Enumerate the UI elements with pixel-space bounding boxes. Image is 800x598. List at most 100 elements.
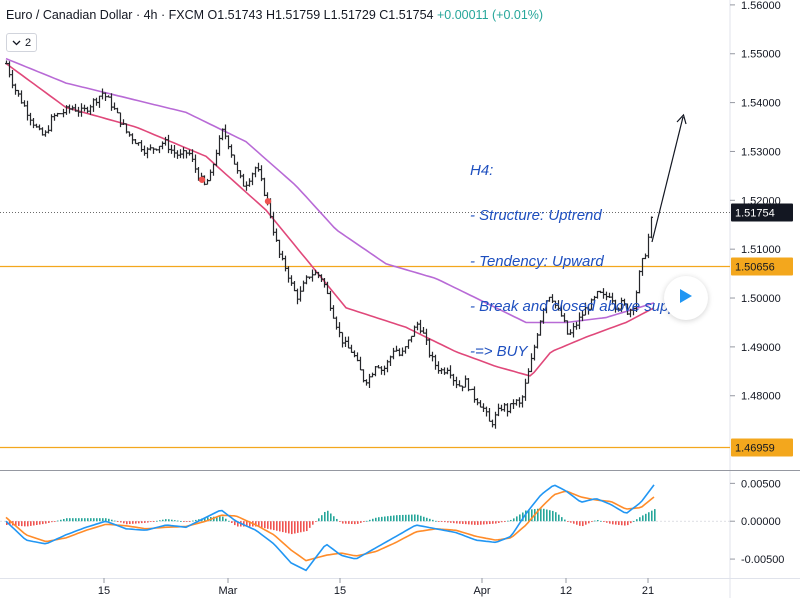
ohlc-bar (161, 141, 164, 150)
ohlc-bar (80, 103, 83, 117)
ohlc-bar (20, 90, 23, 104)
histogram-bar (648, 512, 650, 522)
ohlc-bar (521, 395, 524, 408)
x-tick-label: Apr (473, 585, 490, 597)
histogram-bar (357, 521, 359, 524)
histogram-bar (66, 518, 68, 522)
histogram-bar (21, 521, 23, 527)
histogram-bar (345, 521, 347, 524)
ohlc-bar (290, 275, 293, 286)
ohlc-bar (323, 278, 326, 288)
ohlc-bar (626, 303, 629, 315)
timeframe[interactable]: 4h (143, 8, 158, 22)
ohlc-bar (371, 372, 374, 378)
ohlc-bar (548, 296, 551, 302)
y-tick-label: 1.48000 (741, 391, 781, 403)
indicators-toggle-button[interactable]: 2 (6, 33, 38, 52)
histogram-bar (438, 521, 440, 523)
ohlc-bar (311, 269, 314, 282)
ohlc-bar (299, 286, 302, 302)
replay-play-button[interactable] (664, 276, 708, 320)
symbol-name[interactable]: Euro / Canadian Dollar (6, 8, 133, 22)
histogram-bar (300, 521, 302, 533)
ohlc-bar (293, 281, 296, 292)
ohlc-bar (590, 298, 593, 310)
histogram-bar (441, 521, 443, 523)
ohlc-bar (83, 104, 86, 112)
ohlc-bar (77, 106, 80, 117)
histogram-bar (309, 521, 311, 528)
histogram-bar (375, 517, 377, 522)
histogram-bar (6, 521, 8, 525)
ohlc-bar (35, 123, 38, 128)
ohlc-bar (575, 321, 578, 330)
histogram-bar (471, 521, 473, 525)
data-source: FXCM (168, 8, 205, 22)
ohlc-bar (545, 300, 548, 314)
last-price-tag (731, 203, 793, 222)
ohlc-bar (407, 339, 410, 349)
histogram-bar (468, 521, 470, 525)
ohlc-bar (563, 313, 566, 323)
histogram-bar (273, 521, 275, 531)
histogram-bar (630, 521, 632, 524)
y-tick-label: 1.53000 (741, 146, 781, 158)
ohlc-bar (374, 366, 377, 377)
histogram-bar (450, 521, 452, 523)
ohlc-bar (467, 378, 470, 392)
histogram-bar (420, 515, 422, 522)
y-tick-label: 1.50000 (741, 293, 781, 305)
ohlc-bar (146, 147, 149, 159)
histogram-bar (144, 521, 146, 523)
ohlc-bar (167, 134, 170, 154)
histogram-bar (327, 510, 329, 522)
ohlc-bar (158, 145, 161, 154)
ohlc-bar (263, 177, 266, 197)
histogram-bar (180, 521, 182, 522)
histogram-bar (312, 521, 314, 525)
histogram-bar (249, 521, 251, 527)
ohlc-bar (425, 328, 428, 345)
histogram-bar (282, 521, 284, 533)
ohlc-bar (581, 310, 584, 322)
histogram-bar (642, 515, 644, 522)
histogram-bar (456, 521, 458, 524)
histogram-bar (294, 521, 296, 534)
ohlc-bar (332, 305, 335, 319)
ohlc-bar (533, 344, 536, 361)
ohlc-bar (116, 107, 119, 114)
ohlc-bar (206, 178, 209, 185)
ohlc-bar (86, 106, 89, 114)
ohlc-bar (74, 103, 77, 112)
ohlc-bar (143, 145, 146, 156)
histogram-bar (141, 521, 143, 524)
ohlc-bar (392, 347, 395, 360)
histogram-bar (219, 516, 221, 522)
ohlc-bar (476, 398, 479, 406)
histogram-bar (615, 521, 617, 525)
ohlc-bar (512, 399, 515, 409)
ohlc-bar (233, 154, 236, 165)
trade-annotation: H4: - Structure: Uptrend - Tendency: Upw… (470, 133, 735, 374)
histogram-bar (171, 519, 173, 522)
ohlc-bar (377, 365, 380, 369)
ohlc-bar (647, 233, 650, 259)
ohlc-bar (155, 148, 158, 151)
histogram-bar (486, 521, 488, 525)
ohlc-bar (56, 112, 59, 117)
histogram-bar (156, 520, 158, 522)
histogram-bar (306, 521, 308, 532)
ohlc-bar (62, 108, 65, 118)
ohlc-bar (53, 113, 56, 121)
histogram-bar (603, 521, 605, 523)
histogram-bar (36, 521, 38, 525)
ohlc-bar (539, 320, 542, 336)
ohlc-bar (416, 321, 419, 331)
histogram-bar (435, 520, 437, 522)
ohlc-bar (482, 403, 485, 412)
histogram-bar (303, 521, 305, 532)
histogram-bar (267, 521, 269, 529)
histogram-bar (381, 516, 383, 522)
annotation-line: - Structure: Uptrend (470, 207, 602, 225)
